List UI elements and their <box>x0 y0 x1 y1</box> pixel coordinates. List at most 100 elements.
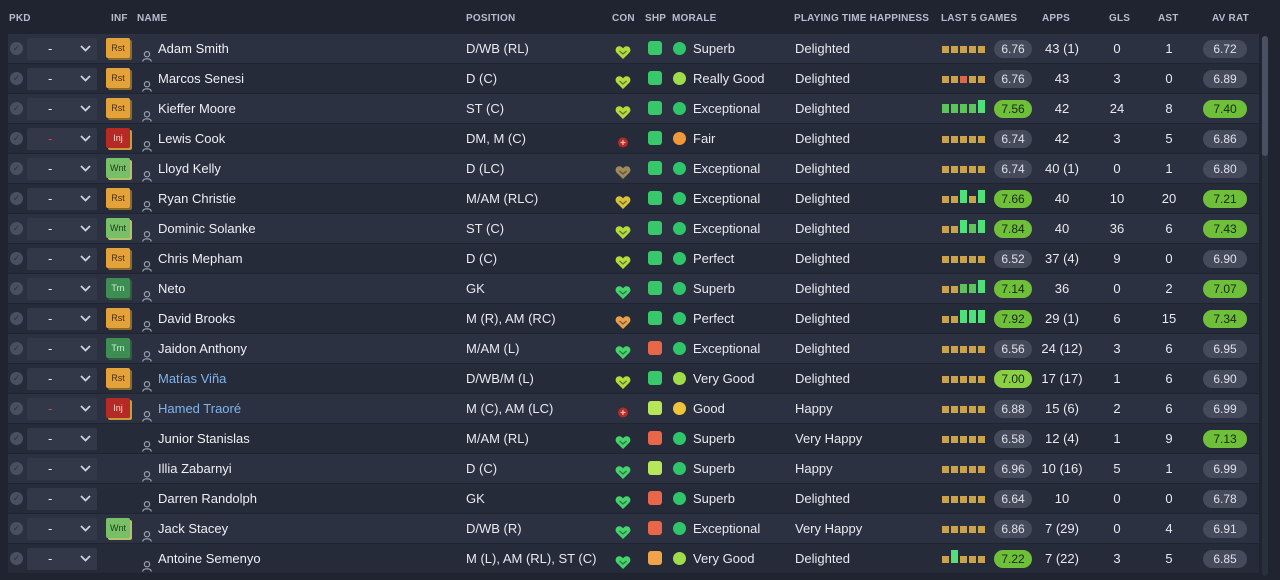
chevron-down-icon[interactable] <box>80 64 92 93</box>
chevron-down-icon[interactable] <box>80 94 92 123</box>
chevron-down-icon[interactable] <box>80 274 92 303</box>
info-badge[interactable]: Wnt <box>106 218 130 238</box>
col-shp[interactable]: SHP <box>645 13 667 24</box>
chevron-down-icon[interactable] <box>80 424 92 453</box>
chevron-down-icon[interactable] <box>80 544 92 573</box>
select-check-icon[interactable]: ✓ <box>10 372 23 385</box>
select-check-icon[interactable]: ✓ <box>10 222 23 235</box>
table-row[interactable]: ✓ - Rst Kieffer Moore ST (C) Exceptional Delig… <box>8 94 1259 123</box>
select-check-icon[interactable]: ✓ <box>10 312 23 325</box>
pkd-dropdown[interactable] <box>27 428 97 450</box>
table-row[interactable]: ✓ - Wnt Lloyd Kelly D (LC) Exceptional Delight… <box>8 154 1259 183</box>
col-playing-time-happiness[interactable]: PLAYING TIME HAPPINESS <box>794 13 930 24</box>
player-name[interactable]: Neto <box>158 281 186 296</box>
player-name[interactable]: Jaidon Anthony <box>158 341 247 356</box>
info-badge[interactable]: Rst <box>106 308 130 328</box>
col-pkd[interactable]: PKD <box>9 13 31 24</box>
select-check-icon[interactable]: ✓ <box>10 432 23 445</box>
pkd-dropdown[interactable] <box>27 368 97 390</box>
table-row[interactable]: ✓ - Rst Marcos Senesi D (C) Really Good Deligh… <box>8 64 1259 93</box>
player-name[interactable]: Adam Smith <box>158 41 229 56</box>
select-check-icon[interactable]: ✓ <box>10 192 23 205</box>
player-name[interactable]: Antoine Semenyo <box>158 551 261 566</box>
player-name[interactable]: Hamed Traoré <box>158 401 242 416</box>
table-row[interactable]: ✓ - Illia Zabarnyi D (C) Superb Happy 6.96 10 (… <box>8 454 1259 483</box>
col-con[interactable]: CON <box>612 13 635 24</box>
scrollbar[interactable] <box>1262 36 1268 576</box>
table-row[interactable]: ✓ - Inj Lewis Cook DM, M (C) Fair Delighted 6.7… <box>8 124 1259 153</box>
chevron-down-icon[interactable] <box>80 214 92 243</box>
player-name[interactable]: Matías Viña <box>158 371 227 386</box>
col-av-rat[interactable]: AV RAT <box>1212 13 1249 24</box>
pkd-dropdown[interactable] <box>27 128 97 150</box>
player-name[interactable]: Lloyd Kelly <box>158 161 221 176</box>
table-row[interactable]: ✓ - Trn Neto GK Superb Delighted 7.14 36 0 2 7.07 <box>8 274 1259 303</box>
info-badge[interactable]: Rst <box>106 38 130 58</box>
col-name[interactable]: NAME <box>137 13 168 24</box>
table-row[interactable]: ✓ - Rst Matías Viña D/WB/M (L) Very Good Delig… <box>8 364 1259 393</box>
chevron-down-icon[interactable] <box>80 484 92 513</box>
table-row[interactable]: ✓ - Inj Hamed Traoré M (C), AM (LC) Good Happy… <box>8 394 1259 423</box>
chevron-down-icon[interactable] <box>80 244 92 273</box>
chevron-down-icon[interactable] <box>80 304 92 333</box>
table-row[interactable]: ✓ - Rst Chris Mepham D (C) Perfect Delighted 6.… <box>8 244 1259 273</box>
pkd-dropdown[interactable] <box>27 38 97 60</box>
scrollbar-thumb[interactable] <box>1262 36 1268 156</box>
table-row[interactable]: ✓ - Rst Ryan Christie M/AM (RLC) Exceptional D… <box>8 184 1259 213</box>
chevron-down-icon[interactable] <box>80 364 92 393</box>
info-badge[interactable]: Inj <box>106 128 130 148</box>
player-name[interactable]: Illia Zabarnyi <box>158 461 232 476</box>
chevron-down-icon[interactable] <box>80 454 92 483</box>
info-badge[interactable]: Inj <box>106 398 130 418</box>
select-check-icon[interactable]: ✓ <box>10 252 23 265</box>
table-row[interactable]: ✓ - Wnt Dominic Solanke ST (C) Exceptional Del… <box>8 214 1259 243</box>
table-row[interactable]: ✓ - Trn Jaidon Anthony M/AM (L) Exceptional De… <box>8 334 1259 363</box>
pkd-dropdown[interactable] <box>27 218 97 240</box>
select-check-icon[interactable]: ✓ <box>10 42 23 55</box>
player-name[interactable]: Junior Stanislas <box>158 431 250 446</box>
player-name[interactable]: Chris Mepham <box>158 251 243 266</box>
pkd-dropdown[interactable] <box>27 98 97 120</box>
chevron-down-icon[interactable] <box>80 514 92 543</box>
table-row[interactable]: ✓ - Junior Stanislas M/AM (RL) Superb Very Ha… <box>8 424 1259 453</box>
pkd-dropdown[interactable] <box>27 458 97 480</box>
pkd-dropdown[interactable] <box>27 308 97 330</box>
pkd-dropdown[interactable] <box>27 548 97 570</box>
select-check-icon[interactable]: ✓ <box>10 72 23 85</box>
chevron-down-icon[interactable] <box>80 34 92 63</box>
table-row[interactable]: ✓ - Wnt Jack Stacey D/WB (R) Exceptional Very … <box>8 514 1259 543</box>
col-ast[interactable]: AST <box>1158 13 1179 24</box>
chevron-down-icon[interactable] <box>80 184 92 213</box>
info-badge[interactable]: Trn <box>106 338 130 358</box>
info-badge[interactable]: Rst <box>106 368 130 388</box>
select-check-icon[interactable]: ✓ <box>10 552 23 565</box>
pkd-dropdown[interactable] <box>27 188 97 210</box>
info-badge[interactable]: Wnt <box>106 158 130 178</box>
info-badge[interactable]: Rst <box>106 248 130 268</box>
chevron-down-icon[interactable] <box>80 154 92 183</box>
pkd-dropdown[interactable] <box>27 248 97 270</box>
select-check-icon[interactable]: ✓ <box>10 492 23 505</box>
player-name[interactable]: Dominic Solanke <box>158 221 256 236</box>
pkd-dropdown[interactable] <box>27 398 97 420</box>
col-morale[interactable]: MORALE <box>672 13 717 24</box>
info-badge[interactable]: Rst <box>106 68 130 88</box>
table-row[interactable]: ✓ - Rst Adam Smith D/WB (RL) Superb Delighted 6… <box>8 34 1259 63</box>
table-row[interactable]: ✓ - Darren Randolph GK Superb Delighted 6.64 10… <box>8 484 1259 513</box>
select-check-icon[interactable]: ✓ <box>10 132 23 145</box>
player-name[interactable]: Lewis Cook <box>158 131 226 146</box>
select-check-icon[interactable]: ✓ <box>10 102 23 115</box>
table-row[interactable]: ✓ - Antoine Semenyo M (L), AM (RL), ST (C) V… <box>8 544 1259 573</box>
pkd-dropdown[interactable] <box>27 338 97 360</box>
col-position[interactable]: POSITION <box>466 13 516 24</box>
player-name[interactable]: Darren Randolph <box>158 491 258 506</box>
player-name[interactable]: Ryan Christie <box>158 191 237 206</box>
select-check-icon[interactable]: ✓ <box>10 162 23 175</box>
pkd-dropdown[interactable] <box>27 158 97 180</box>
pkd-dropdown[interactable] <box>27 488 97 510</box>
col-last-5-games[interactable]: LAST 5 GAMES <box>941 13 1018 24</box>
chevron-down-icon[interactable] <box>80 394 92 423</box>
select-check-icon[interactable]: ✓ <box>10 522 23 535</box>
info-badge[interactable]: Wnt <box>106 518 130 538</box>
player-name[interactable]: Marcos Senesi <box>158 71 244 86</box>
